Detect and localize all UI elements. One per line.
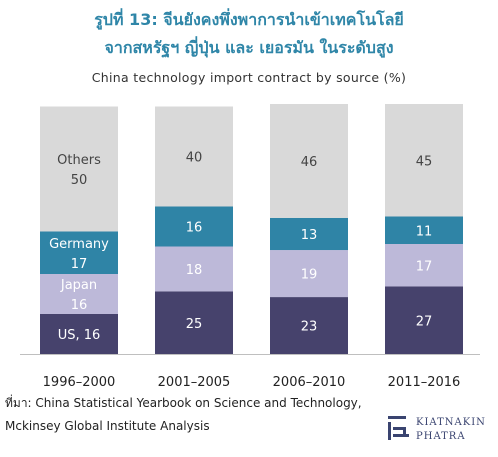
x-tick-label-2: 2001–2005 (158, 375, 231, 390)
bar-others-1 (40, 106, 118, 232)
bar-others-4 (385, 104, 463, 217)
bar-japan-4 (385, 244, 463, 287)
data-label-germany-3: 13 (301, 228, 318, 243)
data-label-others-3: 46 (301, 155, 318, 170)
chart-title-line-2: จากสหรัฐฯ ญี่ปุ่น และ เยอรมัน ในระดับสูง (104, 38, 394, 57)
data-label-others-4: 45 (416, 154, 433, 169)
data-label-others-2: 40 (186, 151, 203, 166)
logo-text-line-2: PHATRA (416, 431, 466, 442)
series-label-germany: Germany (49, 237, 109, 252)
kiatnakin-phatra-logo: KIATNAKIN PHATRA (388, 416, 486, 442)
chart-title-line-1: รูปที่ 13: จีนยังคงพึ่งพาการนำเข้าเทคโนโ… (94, 10, 404, 29)
bar-japan-3 (270, 250, 348, 298)
bar-others-3 (270, 104, 348, 218)
data-label-us-first: US, 16 (58, 328, 101, 343)
data-label-germany-1: 17 (71, 257, 88, 272)
series-label-japan: Japan (60, 278, 97, 293)
source-line-1: ที่มา: China Statistical Yearbook on Sci… (5, 396, 362, 410)
x-tick-label-3: 2006–2010 (273, 375, 346, 390)
chart-subtitle: China technology import contract by sour… (91, 70, 407, 85)
data-label-germany-4: 11 (416, 224, 433, 239)
bar-us-3 (270, 297, 348, 354)
data-label-japan-4: 17 (416, 259, 433, 274)
bar-germany-1 (40, 231, 118, 274)
data-label-us-3: 23 (301, 320, 318, 335)
series-label-others: Others (57, 153, 101, 168)
x-tick-label-1: 1996–2000 (43, 375, 116, 390)
data-label-japan-2: 18 (186, 263, 203, 278)
bar-germany-3 (270, 217, 348, 251)
bar-us-2 (155, 291, 233, 354)
data-label-germany-2: 16 (186, 221, 203, 236)
bar-us-4 (385, 286, 463, 354)
bar-japan-1 (40, 274, 118, 314)
x-tick-label-4: 2011–2016 (388, 375, 461, 390)
bar-us-1 (40, 314, 118, 354)
logo-mark-icon (388, 416, 409, 440)
data-label-others-1: 50 (71, 173, 88, 188)
data-label-us-4: 27 (416, 314, 433, 329)
bar-japan-2 (155, 246, 233, 292)
stacked-bar-chart: US, 16 Japan 16 Germany 17 Others 50 1996–2000 2… (20, 104, 480, 390)
data-label-us-2: 25 (186, 317, 203, 332)
bar-germany-4 (385, 216, 463, 244)
source-line-2: Mckinsey Global Institute Analysis (5, 419, 210, 433)
bar-others-2 (155, 106, 233, 207)
bar-germany-2 (155, 206, 233, 247)
logo-text-line-1: KIATNAKIN (416, 417, 486, 428)
data-label-japan-3: 19 (301, 268, 318, 283)
data-label-japan-1: 16 (71, 298, 88, 313)
